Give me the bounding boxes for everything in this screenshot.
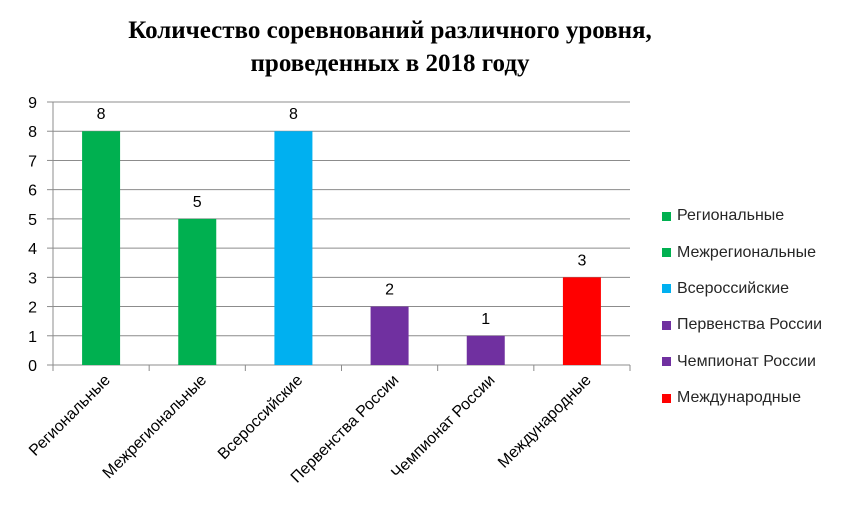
legend-item: Международные — [662, 380, 857, 416]
y-tick-label: 2 — [28, 300, 37, 317]
data-label: 3 — [577, 252, 586, 269]
y-tick-label: 9 — [28, 95, 37, 112]
bar — [562, 277, 601, 365]
legend-label: Чемпионат России — [677, 352, 816, 370]
bar — [274, 131, 313, 365]
legend-label: Межрегиональные — [677, 243, 817, 261]
data-label: 2 — [385, 282, 394, 299]
legend-item: Региональные — [662, 198, 857, 234]
legend-swatch — [662, 320, 671, 330]
y-tick-label: 0 — [28, 358, 37, 375]
y-tick-label: 3 — [28, 270, 37, 287]
data-label: 1 — [481, 311, 490, 328]
y-tick-label: 5 — [28, 212, 37, 229]
legend-swatch — [662, 284, 671, 294]
legend-label: Международные — [677, 389, 802, 407]
legend-label: Первенства России — [677, 316, 823, 334]
bar — [370, 306, 409, 365]
legend-label: Всероссийские — [677, 279, 790, 297]
legend-label: Региональные — [677, 207, 785, 225]
data-label: 8 — [97, 106, 106, 123]
legend-swatch — [662, 357, 671, 367]
chart-title-line-1: Количество соревнований различного уровн… — [128, 17, 652, 44]
legend-item: Всероссийские — [662, 271, 857, 307]
y-tick-label: 7 — [28, 153, 37, 170]
x-category-label: Межрегиональные — [100, 372, 210, 482]
bar — [466, 335, 505, 365]
legend-item: Первенства России — [662, 307, 857, 343]
x-category-label: Региональные — [26, 372, 114, 460]
data-label: 5 — [193, 194, 202, 211]
x-category-label: Чемпионат России — [388, 372, 498, 482]
legend-swatch — [662, 211, 671, 221]
legend-item: Межрегиональные — [662, 234, 857, 270]
legend-swatch — [662, 248, 671, 258]
y-tick-label: 6 — [28, 183, 37, 200]
chart-title: Количество соревнований различного уровн… — [60, 14, 720, 80]
legend-item: Чемпионат России — [662, 344, 857, 380]
y-tick-label: 4 — [28, 241, 37, 258]
y-tick-label: 1 — [28, 329, 37, 346]
y-tick-label: 8 — [28, 124, 37, 141]
x-category-label: Всероссийские — [215, 372, 306, 463]
bar — [82, 131, 121, 365]
x-category-label: Международные — [495, 372, 595, 472]
x-category-label: Первенства России — [288, 372, 403, 487]
legend: Региональные Межрегиональные Всероссийские… — [662, 198, 857, 416]
bar — [178, 218, 217, 365]
data-label: 8 — [289, 106, 298, 123]
legend-swatch — [662, 393, 671, 403]
chart-title-line-2: проведенных в 2018 году — [250, 50, 530, 77]
